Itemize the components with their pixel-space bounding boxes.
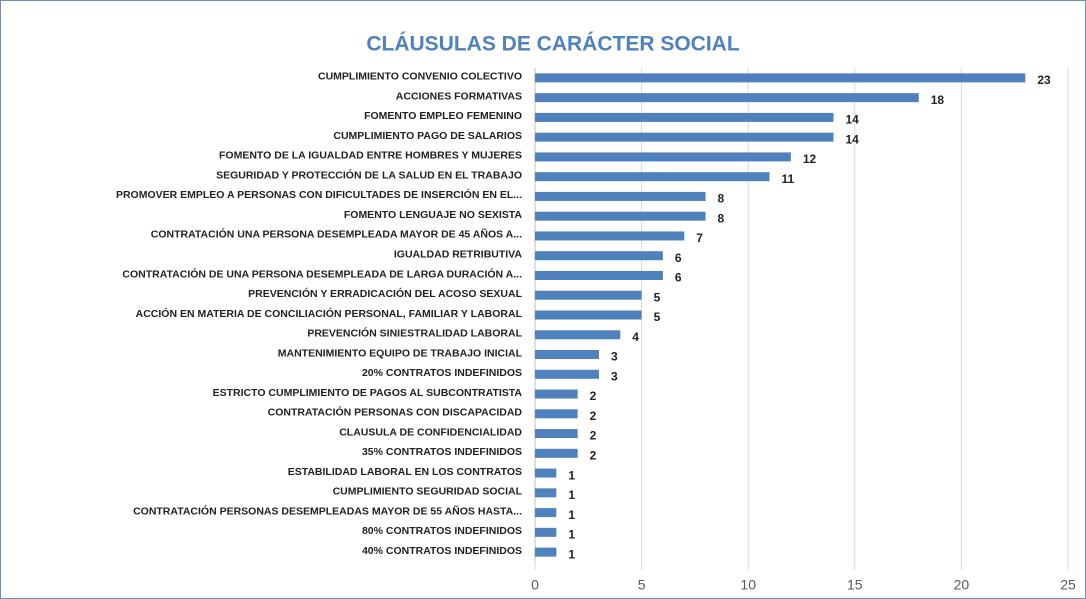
y-tick-label: FOMENTO EMPLEO FEMENINO [364,110,522,122]
bar [535,231,685,241]
y-tick-label: CONTRATACIÓN PERSONAS DESEMPLEADAS MAYOR… [133,504,522,517]
value-label: 14 [845,132,859,146]
bar [535,290,642,300]
y-tick-label: ACCIÓN EN MATERIA DE CONCILIACIÓN PERSON… [136,307,523,320]
bar [535,488,557,498]
bar [535,527,557,537]
y-tick-label: PREVENCIÓN SINIESTRALIDAD LABORAL [307,327,522,340]
value-label: 6 [675,251,682,265]
value-label: 5 [654,290,661,304]
value-label: 18 [931,93,945,107]
bar [535,172,770,182]
x-tick-label: 10 [740,577,756,593]
y-tick-label: FOMENTO LENGUAJE NO SEXISTA [344,209,523,221]
value-label: 6 [675,271,682,285]
value-label: 7 [696,231,703,245]
bar [535,508,557,518]
value-label: 4 [632,330,639,344]
bar [535,191,706,201]
value-label: 1 [568,547,575,561]
y-tick-label: 20% CONTRATOS INDEFINIDOS [362,367,522,379]
value-label: 8 [718,192,725,206]
value-label: 14 [845,113,859,127]
bar [535,112,834,122]
bar [535,152,791,162]
bar [535,270,663,280]
bar [535,310,642,320]
y-tick-label: CUMPLIMIENTO PAGO DE SALARIOS [333,130,522,142]
y-tick-label: FOMENTO DE LA IGUALDAD ENTRE HOMBRES Y M… [219,150,522,162]
y-tick-label: CUMPLIMIENTO CONVENIO COLECTIVO [318,71,522,83]
bar [535,547,557,557]
x-tick-label: 0 [531,577,539,593]
y-tick-label: SEGURIDAD Y PROTECCIÓN DE LA SALUD EN EL… [216,168,522,181]
y-tick-label: CONTRATACIÓN DE UNA PERSONA DESEMPLEADA … [122,267,522,280]
bar [535,409,578,419]
value-label: 3 [611,369,618,383]
bar [535,73,1026,83]
bar [535,350,599,360]
x-tick-label: 20 [954,577,970,593]
bar [535,251,663,261]
value-label: 12 [803,152,817,166]
bar [535,369,599,379]
bar [535,389,578,399]
value-label: 5 [654,310,661,324]
y-tick-label: 40% CONTRATOS INDEFINIDOS [362,545,522,557]
y-tick-label: ESTABILIDAD LABORAL EN LOS CONTRATOS [288,466,522,478]
y-tick-label: ACCIONES FORMATIVAS [396,90,522,102]
y-tick-label: PROMOVER EMPLEO A PERSONAS CON DIFICULTA… [116,188,522,201]
y-tick-label: CONTRATACIÓN UNA PERSONA DESEMPLEADA MAY… [151,228,522,241]
value-label: 3 [611,350,618,364]
y-tick-label: CUMPLIMIENTO SEGURIDAD SOCIAL [333,486,523,498]
value-label: 1 [568,508,575,522]
y-tick-label: 80% CONTRATOS INDEFINIDOS [362,525,522,537]
bar [535,93,919,103]
y-tick-label: IGUALDAD RETRIBUTIVA [394,249,523,261]
bar [535,330,621,340]
value-label: 1 [568,468,575,482]
chart-title: CLÁUSULAS DE CARÁCTER SOCIAL [366,33,740,56]
bar [535,468,557,478]
bar [535,211,706,221]
value-label: 1 [568,528,575,542]
bar [535,429,578,439]
y-tick-label: PREVENCIÓN Y ERRADICACIÓN DEL ACOSO SEXU… [248,287,522,300]
value-label: 1 [568,488,575,502]
x-tick-label: 25 [1060,577,1076,593]
value-label: 2 [590,448,597,462]
value-label: 8 [718,211,725,225]
bar [535,132,834,142]
x-tick-label: 15 [847,577,863,593]
value-label: 2 [590,409,597,423]
x-tick-label: 5 [638,577,646,593]
value-label: 2 [590,389,597,403]
y-tick-label: MANTENIMIENTO EQUIPO DE TRABAJO INICIAL [278,347,523,359]
y-tick-label: ESTRICTO CUMPLIMIENTO DE PAGOS AL SUBCON… [213,387,523,399]
y-tick-label: 35% CONTRATOS INDEFINIDOS [362,446,522,458]
value-label: 2 [590,429,597,443]
value-label: 11 [782,172,795,186]
value-label: 23 [1037,73,1051,87]
y-tick-label: CLAUSULA DE CONFIDENCIALIDAD [339,426,522,438]
bar [535,448,578,458]
y-tick-label: CONTRATACIÓN PERSONAS CON DISCAPACIDAD [268,406,523,419]
